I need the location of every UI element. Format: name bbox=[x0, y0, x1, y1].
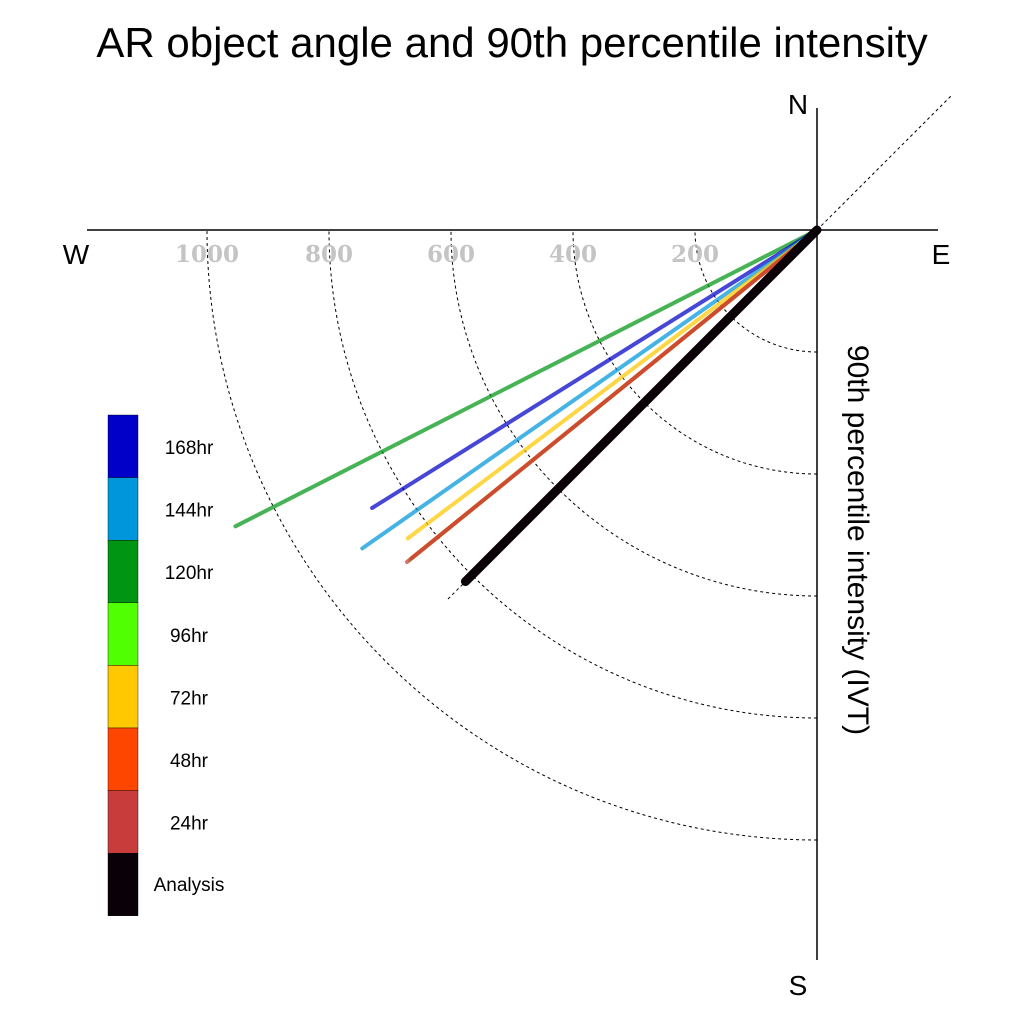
radial-gridline-200 bbox=[694, 229, 818, 353]
compass-south-label: S bbox=[789, 970, 808, 1001]
legend: 168hr 144hr 120hr 96hr 72hr 48hr 24hr Analysis bbox=[107, 414, 225, 917]
legend-swatch-72hr bbox=[107, 665, 139, 729]
radial-tick-label-400: 400 bbox=[549, 241, 597, 268]
legend-swatch-24hr bbox=[107, 790, 139, 854]
radial-tick-labels: 200 400 600 800 1000 bbox=[175, 241, 719, 268]
legend-swatch-analysis bbox=[107, 853, 139, 917]
y-axis-label: 90th percentile intensity (IVT) bbox=[841, 345, 874, 735]
origin-point bbox=[813, 226, 821, 234]
radial-tick-label-1000: 1000 bbox=[175, 241, 239, 268]
compass-west-label: W bbox=[63, 239, 90, 270]
legend-label-72hr: 72hr bbox=[170, 688, 209, 709]
vector-72hr bbox=[405, 228, 819, 541]
legend-swatch-48hr bbox=[107, 727, 139, 791]
legend-label-analysis: Analysis bbox=[154, 875, 225, 896]
radial-tick-label-800: 800 bbox=[305, 241, 353, 268]
radial-tick-label-200: 200 bbox=[671, 241, 719, 268]
vector-analysis bbox=[460, 225, 822, 587]
legend-swatch-168hr bbox=[107, 414, 139, 478]
compass-north-label: N bbox=[788, 89, 808, 120]
legend-label-96hr: 96hr bbox=[170, 626, 209, 647]
vector-120hr bbox=[233, 228, 819, 529]
legend-swatch-144hr bbox=[107, 477, 139, 541]
radial-gridlines bbox=[206, 229, 818, 841]
compass-east-label: E bbox=[932, 239, 951, 270]
legend-swatch-120hr bbox=[107, 540, 139, 604]
legend-label-48hr: 48hr bbox=[170, 751, 209, 772]
radial-gridline-600 bbox=[450, 229, 818, 597]
legend-label-144hr: 144hr bbox=[165, 501, 214, 522]
radial-gridline-1000 bbox=[206, 229, 818, 841]
legend-label-168hr: 168hr bbox=[165, 438, 214, 459]
radial-tick-label-600: 600 bbox=[427, 241, 475, 268]
legend-swatch-96hr bbox=[107, 602, 139, 666]
legend-label-120hr: 120hr bbox=[165, 563, 214, 584]
radial-gridline-400 bbox=[572, 229, 818, 475]
radial-gridline-800 bbox=[328, 229, 818, 719]
series-vectors bbox=[233, 225, 822, 587]
vector-24hr bbox=[404, 228, 819, 565]
legend-label-24hr: 24hr bbox=[170, 814, 209, 835]
vector-168hr bbox=[370, 228, 819, 510]
vector-144hr bbox=[360, 228, 819, 551]
chart-title: AR object angle and 90th percentile inte… bbox=[96, 19, 927, 66]
